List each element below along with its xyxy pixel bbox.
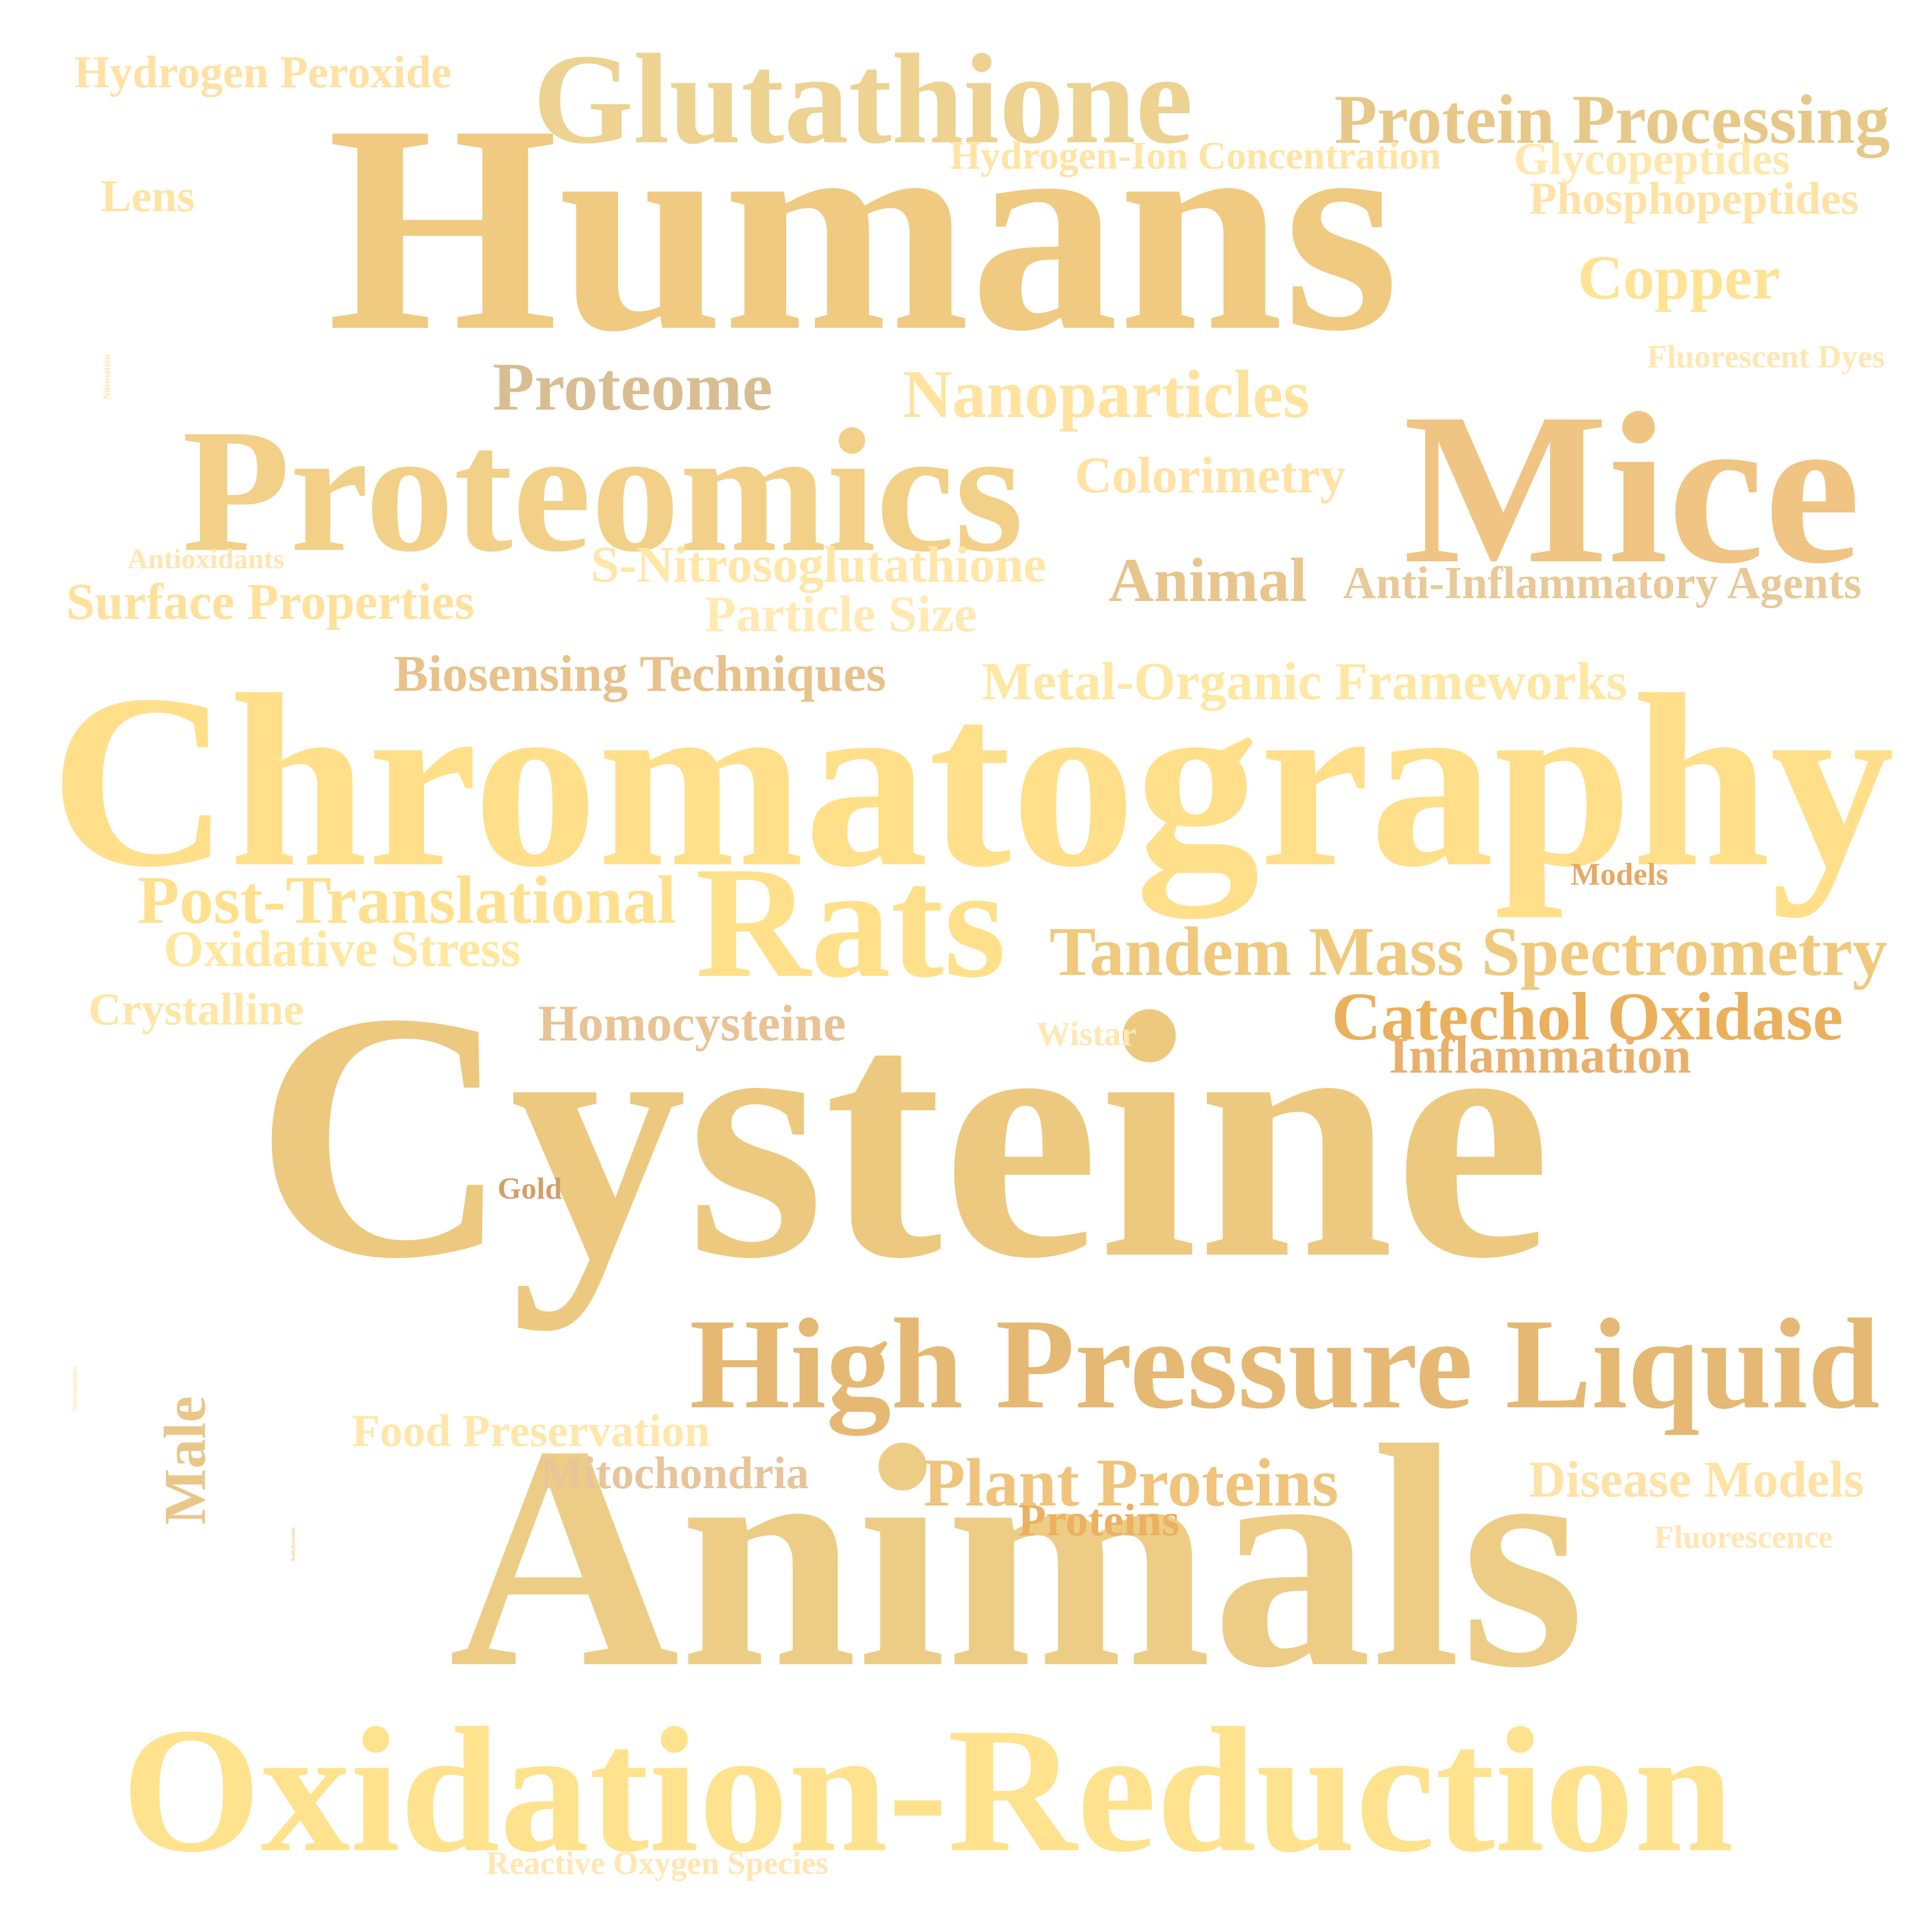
word-anti-inflammatory-agents: Anti-Inflammatory Agents [1343, 557, 1862, 608]
word-crystalline: Crystalline [88, 984, 304, 1034]
word-fluorescent-dyes: Fluorescent Dyes [1647, 339, 1885, 375]
word-surface-properties: Surface Properties [66, 574, 475, 630]
word-nanoparticles: Nanoparticles [903, 356, 1310, 432]
word-plant-proteins: Plant Proteins [923, 1445, 1339, 1520]
word-biosensing-techniques: Biosensing Techniques [394, 646, 886, 702]
word-disease-models: Disease Models [1529, 1451, 1864, 1508]
word-post-translational: Post-Translational [137, 862, 677, 938]
word-hydrogen-peroxide: Hydrogen Peroxide [74, 47, 452, 97]
word-food-preservation: Food Preservation [352, 1405, 710, 1456]
word-s-nitrosoglutathione: S-Nitrosoglutathione [591, 537, 1047, 593]
word-wistar: Wistar [1036, 1015, 1136, 1053]
word-fluorescence: Fluorescence [1654, 1519, 1833, 1555]
word-phosphopeptides: Phosphopeptides [1529, 173, 1859, 224]
word-animals: Animals [449, 1380, 1585, 1734]
word-gold: Gold [498, 1172, 562, 1206]
word-cysteine: Cysteine [254, 940, 1551, 1331]
word-humans: Humans [327, 64, 1399, 392]
word-glycopeptides: Glycopeptides [1513, 133, 1790, 184]
word-proteins: Proteins [1018, 1495, 1180, 1545]
word-homocysteine: Homocysteine [538, 995, 846, 1052]
word-antioxidants: Antioxidants [127, 543, 285, 575]
word-lens: Lens [101, 171, 195, 221]
word-oxidation-reduction: Oxidation-Reduction [122, 1690, 1734, 1889]
word-nitrosation: Nitrosation [102, 354, 113, 399]
word-mice: Mice [1403, 368, 1861, 608]
word-hydrogen-ion-concentration: Hydrogen-Ion Concentration [950, 134, 1441, 178]
word-metal-organic-frameworks: Metal-Organic Frameworks [982, 652, 1627, 711]
word-tandem-mass-spectrometry: Tandem Mass Spectrometry [1049, 913, 1887, 990]
word-rats: Rats [695, 834, 1006, 1011]
word-high-pressure-liquid: High Pressure Liquid [689, 1292, 1880, 1436]
word-male: Male [151, 1396, 218, 1525]
word-animal: Animal [1108, 545, 1308, 615]
word-models: Models [1570, 856, 1669, 892]
word-inflammation: Inflammation [1389, 1027, 1691, 1084]
word-reactive-oxygen-species: Reactive Oxygen Species [486, 1845, 829, 1881]
word-proteome: Proteome [493, 349, 773, 424]
word-proteomics: Proteomics [182, 392, 1023, 589]
word-nanocomposites: Nanocomposites [70, 1366, 78, 1411]
word-particle-size: Particle Size [704, 586, 977, 643]
word-glutathione: Glutathione [533, 28, 1193, 171]
word-oxidative-stress: Oxidative Stress [164, 921, 521, 977]
word-colorimetry: Colorimetry [1075, 447, 1346, 504]
word-protein-processing: Protein Processing [1334, 80, 1890, 158]
word-acetylcysteine: Acetylcysteine [290, 1527, 297, 1562]
word-copper: Copper [1578, 242, 1780, 312]
word-catechol-oxidase: Catechol Oxidase [1331, 978, 1843, 1054]
word-mitochondria: Mitochondria [540, 1448, 809, 1498]
word-chromatography: Chromatography [50, 643, 1895, 918]
